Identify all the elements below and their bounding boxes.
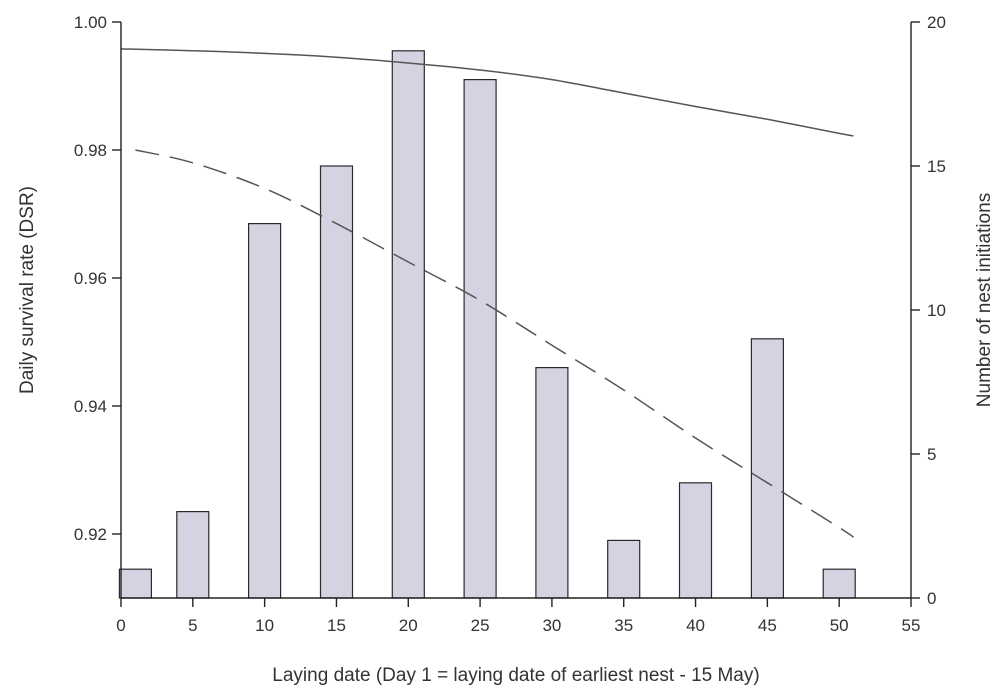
right-y-tick-label: 5	[927, 445, 936, 464]
right-y-tick-label: 20	[927, 13, 946, 32]
x-tick-label: 40	[686, 616, 705, 635]
bar	[176, 511, 210, 599]
right-y-tick-label: 15	[927, 157, 946, 176]
bar	[118, 568, 153, 599]
dashed-series-line	[135, 149, 854, 538]
x-tick-label: 50	[830, 616, 849, 635]
x-tick-label: 20	[399, 616, 418, 635]
bar	[535, 367, 569, 599]
x-tick-label: 0	[116, 616, 125, 635]
bar	[678, 482, 713, 599]
right-y-tick-label: 10	[927, 301, 946, 320]
bar	[319, 165, 354, 599]
x-tick-label: 5	[188, 616, 197, 635]
bar	[822, 568, 856, 599]
right-axis-title: Number of nest initiations	[974, 193, 995, 407]
solid-series-line	[120, 48, 854, 137]
bar	[607, 539, 641, 599]
left-axis-title: Daily survival rate (DSR)	[17, 186, 38, 394]
x-tick-label: 35	[614, 616, 633, 635]
x-tick-label: 25	[471, 616, 490, 635]
bar	[750, 338, 785, 599]
x-tick-label: 15	[327, 616, 346, 635]
x-tick-label: 55	[902, 616, 921, 635]
left-ticks-group: 0.92 0.94 0.96 0.98 1.00	[74, 13, 121, 544]
x-tick-label: 10	[255, 616, 274, 635]
right-y-tick-label: 0	[927, 589, 936, 608]
left-y-tick-label: 0.92	[74, 525, 107, 544]
bars-group	[118, 50, 856, 599]
bar	[391, 50, 425, 599]
curves-group	[120, 48, 854, 538]
bar	[463, 78, 497, 599]
x-ticks-group: 0 5 10 15 20 25 30 35 40 45 50 55	[116, 598, 920, 635]
left-y-tick-label: 0.96	[74, 269, 107, 288]
left-y-tick-label: 0.94	[74, 397, 107, 416]
left-y-tick-label: 0.98	[74, 141, 107, 160]
x-tick-label: 30	[542, 616, 561, 635]
bar	[248, 223, 282, 599]
x-tick-label: 45	[758, 616, 777, 635]
x-axis-title: Laying date (Day 1 = laying date of earl…	[272, 665, 759, 686]
left-y-tick-label: 1.00	[74, 13, 107, 32]
right-ticks-group: 0 5 10 15 20	[911, 13, 946, 608]
